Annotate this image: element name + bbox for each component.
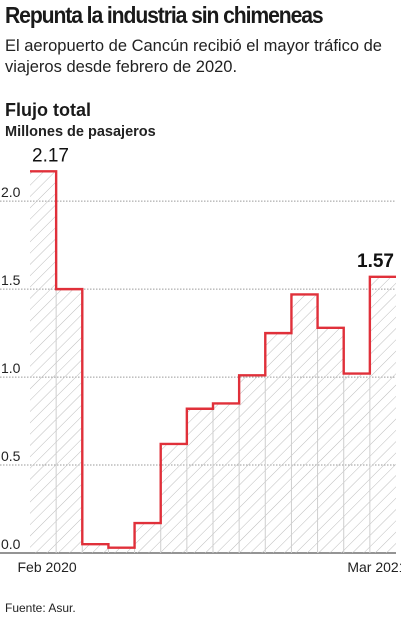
- data-label: 1.57: [357, 251, 394, 272]
- chart-title: Repunta la industria sin chimeneas: [5, 2, 324, 28]
- y-tick-label: 2.0: [1, 184, 21, 200]
- area-fill: [30, 171, 396, 553]
- source-note: Fuente: Asur.: [5, 601, 76, 615]
- chart-subtitle: El aeropuerto de Cancún recibió el mayor…: [5, 37, 382, 76]
- panel-title: Flujo total: [5, 100, 91, 120]
- x-tick-label: Feb 2020: [17, 559, 76, 575]
- x-axis: Feb 2020 Mar 2021: [17, 559, 401, 575]
- data-label: 2.17: [32, 145, 69, 166]
- y-tick-label: 0.0: [1, 536, 21, 552]
- series-line: [30, 170, 396, 549]
- x-tick-label: Mar 2021: [347, 559, 401, 575]
- unit-label: Millones de pasajeros: [5, 124, 156, 140]
- data-labels: 2.17 1.57: [32, 145, 394, 272]
- y-tick-label: 0.5: [1, 448, 21, 464]
- y-tick-label: 1.0: [1, 360, 21, 376]
- y-tick-label: 1.5: [1, 272, 21, 288]
- y-axis: 0.0 0.5 1.0 1.5 2.0: [1, 184, 21, 552]
- column-separators: [55, 289, 371, 553]
